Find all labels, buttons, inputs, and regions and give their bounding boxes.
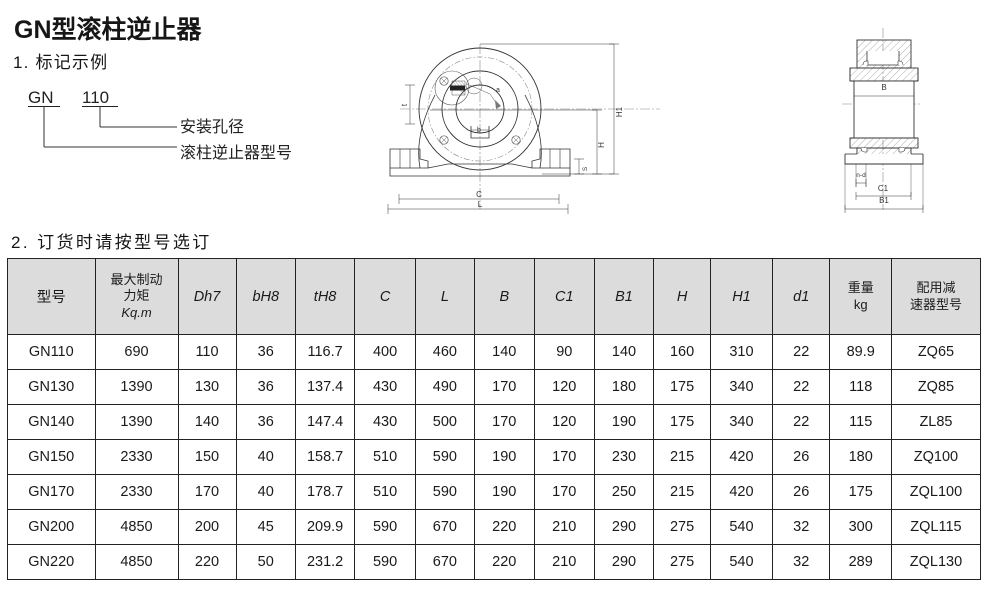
svg-text:B1: B1 <box>879 196 889 205</box>
svg-text:C1: C1 <box>878 184 889 193</box>
svg-text:B: B <box>881 83 886 92</box>
svg-text:n-d: n-d <box>856 172 866 179</box>
